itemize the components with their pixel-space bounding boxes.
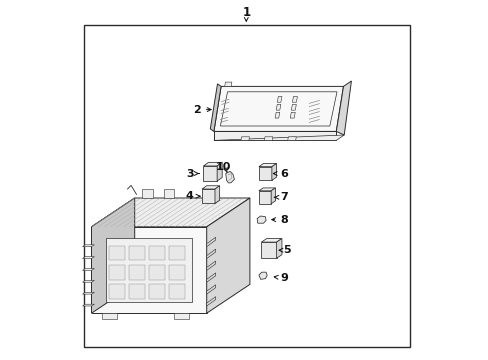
Polygon shape xyxy=(206,261,215,270)
Polygon shape xyxy=(289,112,295,118)
Polygon shape xyxy=(102,313,117,319)
Polygon shape xyxy=(224,82,231,86)
Polygon shape xyxy=(215,186,219,203)
Polygon shape xyxy=(109,284,125,299)
Polygon shape xyxy=(109,265,125,280)
Polygon shape xyxy=(271,163,276,180)
Polygon shape xyxy=(291,104,296,110)
Polygon shape xyxy=(206,285,215,294)
Polygon shape xyxy=(109,246,125,260)
Polygon shape xyxy=(258,191,270,204)
Polygon shape xyxy=(82,269,94,270)
Polygon shape xyxy=(261,242,276,258)
Text: 3: 3 xyxy=(185,168,199,179)
Text: 9: 9 xyxy=(274,273,287,283)
Polygon shape xyxy=(106,238,192,302)
Polygon shape xyxy=(206,198,249,313)
Polygon shape xyxy=(336,81,351,135)
Text: 1: 1 xyxy=(242,6,250,19)
Polygon shape xyxy=(206,273,215,282)
Text: 6: 6 xyxy=(273,168,287,179)
Polygon shape xyxy=(149,246,164,260)
Polygon shape xyxy=(203,162,222,166)
Polygon shape xyxy=(292,96,297,102)
Polygon shape xyxy=(129,246,145,260)
Polygon shape xyxy=(258,167,271,180)
Polygon shape xyxy=(82,280,94,282)
Polygon shape xyxy=(217,162,222,181)
Polygon shape xyxy=(202,186,219,189)
Polygon shape xyxy=(257,216,265,223)
Polygon shape xyxy=(213,86,343,131)
Polygon shape xyxy=(82,304,94,306)
Polygon shape xyxy=(174,313,188,319)
Polygon shape xyxy=(149,265,164,280)
Polygon shape xyxy=(206,237,215,247)
Polygon shape xyxy=(276,104,280,110)
Polygon shape xyxy=(168,284,184,299)
Text: 10: 10 xyxy=(216,162,231,172)
Polygon shape xyxy=(129,284,145,299)
Polygon shape xyxy=(82,292,94,294)
Bar xyxy=(84,25,409,347)
Polygon shape xyxy=(213,135,344,140)
Text: 2: 2 xyxy=(193,105,211,115)
Polygon shape xyxy=(91,227,206,313)
Text: 5: 5 xyxy=(279,245,290,255)
Polygon shape xyxy=(149,284,164,299)
Text: 4: 4 xyxy=(185,191,200,201)
Polygon shape xyxy=(258,272,266,279)
Polygon shape xyxy=(210,84,221,131)
Text: 8: 8 xyxy=(271,215,287,225)
Polygon shape xyxy=(261,239,282,242)
Polygon shape xyxy=(168,246,184,260)
Polygon shape xyxy=(287,137,296,140)
Polygon shape xyxy=(258,188,275,191)
Polygon shape xyxy=(203,166,217,181)
Polygon shape xyxy=(82,245,94,247)
Polygon shape xyxy=(202,189,215,203)
Polygon shape xyxy=(225,171,234,183)
Polygon shape xyxy=(82,257,94,258)
Polygon shape xyxy=(241,137,249,140)
Polygon shape xyxy=(258,163,276,167)
Polygon shape xyxy=(276,239,282,258)
Text: 7: 7 xyxy=(274,192,287,202)
Polygon shape xyxy=(91,198,134,313)
Polygon shape xyxy=(142,189,152,198)
Polygon shape xyxy=(129,265,145,280)
Polygon shape xyxy=(264,137,272,140)
Polygon shape xyxy=(277,96,282,102)
Polygon shape xyxy=(206,249,215,258)
Polygon shape xyxy=(275,112,279,118)
Polygon shape xyxy=(163,189,174,198)
Polygon shape xyxy=(213,131,336,140)
Polygon shape xyxy=(270,188,275,204)
Polygon shape xyxy=(91,198,249,227)
Polygon shape xyxy=(168,265,184,280)
Polygon shape xyxy=(206,297,215,306)
